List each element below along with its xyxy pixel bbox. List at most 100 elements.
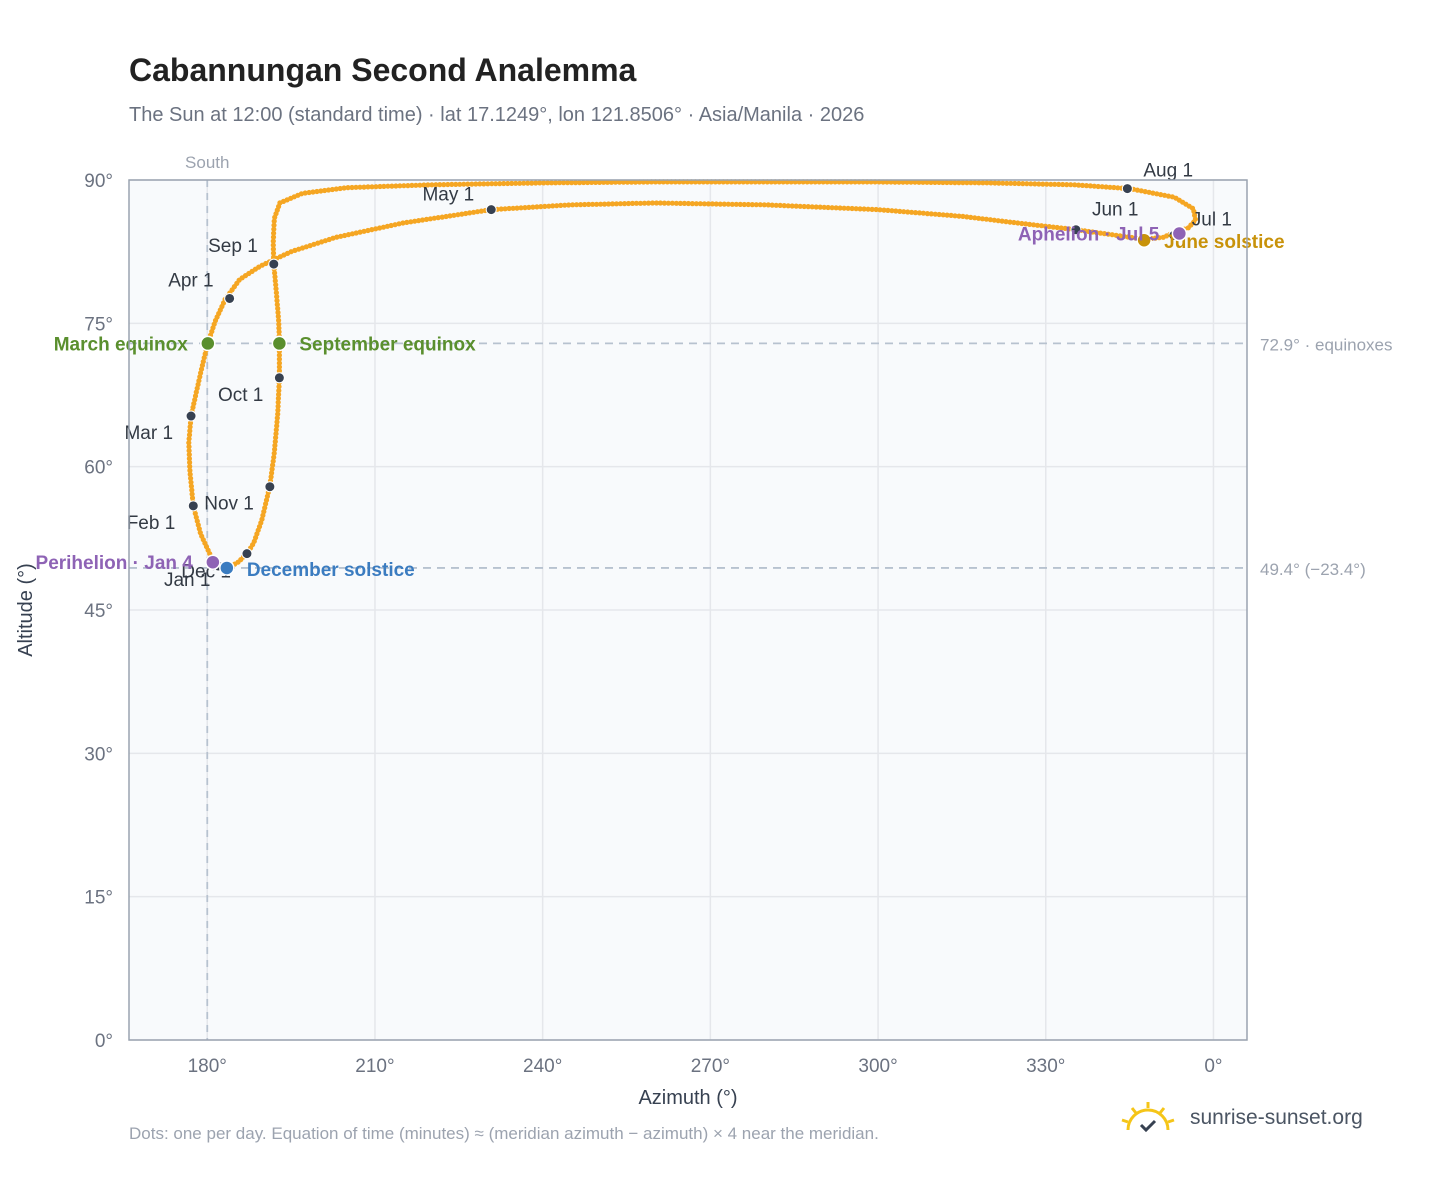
daily-sun-dot [1000, 180, 1006, 186]
daily-sun-dot [881, 207, 887, 213]
daily-sun-dot [469, 181, 475, 187]
daily-sun-dot [665, 200, 672, 206]
daily-sun-dot [904, 179, 910, 185]
axes: 0° 15° 30° 45° 60° 75° 90° 180° 210° 240° 270° 300°… [84, 171, 1222, 1077]
brand-logo[interactable]: sunrise-sunset.org [1120, 1100, 1363, 1136]
daily-sun-dot [274, 415, 280, 421]
daily-sun-dot [960, 180, 966, 186]
daily-sun-dot [825, 204, 831, 211]
daily-sun-dot [189, 487, 195, 493]
daily-sun-dot [612, 179, 619, 185]
reference-label: 72.9° · equinoxes [1260, 335, 1393, 354]
daily-sun-dot [518, 205, 524, 211]
daily-sun-dot [944, 212, 950, 218]
daily-sun-dot [753, 202, 759, 208]
daily-sun-dot [187, 471, 193, 477]
daily-sun-dot [445, 181, 451, 188]
reference-label: 49.4° (−23.4°) [1260, 560, 1366, 579]
daily-sun-dot [681, 200, 688, 206]
daily-sun-dot [276, 352, 282, 358]
daily-sun-dot [537, 180, 543, 186]
daily-sun-dot [605, 201, 612, 207]
daily-sun-dot [1087, 183, 1093, 189]
daily-sun-dot [837, 205, 843, 211]
daily-sun-dot [429, 182, 435, 188]
daily-sun-dot [653, 200, 660, 206]
daily-sun-dot [187, 424, 193, 430]
marker-september-equinox [271, 335, 288, 352]
daily-sun-dot [485, 181, 491, 187]
daily-sun-dot [1062, 225, 1068, 231]
daily-sun-dot [570, 202, 576, 208]
daily-sun-dot [269, 470, 275, 476]
daily-sun-dot [419, 217, 426, 223]
daily-sun-dot [272, 439, 278, 445]
daily-sun-dot [187, 428, 193, 434]
daily-sun-dot [785, 203, 791, 209]
daily-sun-dot [979, 216, 986, 222]
daily-sun-dot [956, 180, 962, 186]
daily-sun-dot [657, 200, 664, 206]
daily-sun-dot [275, 407, 281, 413]
daily-sun-dot [924, 211, 931, 217]
daily-sun-dot [311, 241, 317, 247]
daily-sun-dot [948, 212, 954, 218]
daily-sun-dot [972, 180, 978, 186]
daily-sun-dot [604, 179, 611, 185]
daily-sun-dot [916, 210, 923, 216]
x-tick-label: 270° [691, 1056, 730, 1077]
daily-sun-dot [1091, 183, 1097, 189]
daily-sun-dot [373, 184, 379, 190]
daily-sun-dot [1012, 180, 1018, 186]
daily-sun-dot [273, 427, 279, 433]
daily-sun-dot [677, 200, 684, 206]
daily-sun-dot [905, 209, 911, 215]
daily-sun-dot [566, 202, 572, 208]
daily-sun-dot [1066, 226, 1072, 232]
daily-sun-dot [333, 186, 339, 192]
daily-sun-dot [529, 180, 535, 186]
daily-sun-dot [188, 475, 194, 481]
daily-sun-dot [729, 201, 735, 207]
daily-sun-dot [334, 234, 340, 240]
daily-sun-dot [423, 216, 430, 222]
daily-sun-dot [912, 210, 919, 216]
meridian-label: South [185, 153, 229, 172]
daily-sun-dot [200, 359, 206, 365]
daily-sun-dot [533, 180, 539, 186]
daily-sun-dot [546, 203, 552, 209]
daily-sun-dot [797, 203, 803, 209]
daily-sun-dot [427, 216, 433, 222]
label-jun-1: Jun 1 [1092, 200, 1138, 221]
daily-sun-dot [477, 181, 483, 187]
daily-sun-dot [270, 250, 277, 256]
daily-sun-dot [777, 202, 783, 208]
label-march-equinox: March equinox [54, 334, 189, 355]
daily-sun-dot [557, 180, 563, 186]
daily-sun-dot [1152, 235, 1158, 241]
daily-sun-dot [1072, 182, 1078, 188]
daily-sun-dot [944, 179, 950, 186]
daily-sun-dot [1129, 234, 1135, 241]
daily-sun-dot [357, 184, 363, 190]
y-tick-label: 90° [84, 171, 113, 192]
daily-sun-dot [276, 356, 282, 362]
daily-sun-dot [628, 179, 635, 185]
daily-sun-dot [195, 522, 201, 528]
daily-sun-dot [845, 205, 851, 211]
daily-sun-dot [561, 180, 567, 186]
daily-sun-dot [964, 214, 970, 220]
daily-sun-dot [353, 230, 359, 236]
daily-sun-dot [693, 201, 700, 207]
daily-sun-dot [956, 213, 962, 219]
daily-sun-dot [412, 218, 418, 224]
daily-sun-dot [187, 420, 194, 426]
daily-sun-dot [275, 305, 281, 312]
daily-sun-dot [669, 200, 676, 206]
daily-sun-dot [613, 201, 620, 207]
daily-sun-dot [435, 215, 441, 221]
daily-sun-dot [270, 234, 277, 240]
markers: Jan 1 Feb 1 Mar 1 Apr 1 May 1 Jun 1 Jul 1 Aug 1… [36, 161, 1285, 591]
daily-sun-dot [1064, 182, 1070, 188]
daily-sun-dot [1115, 185, 1121, 191]
